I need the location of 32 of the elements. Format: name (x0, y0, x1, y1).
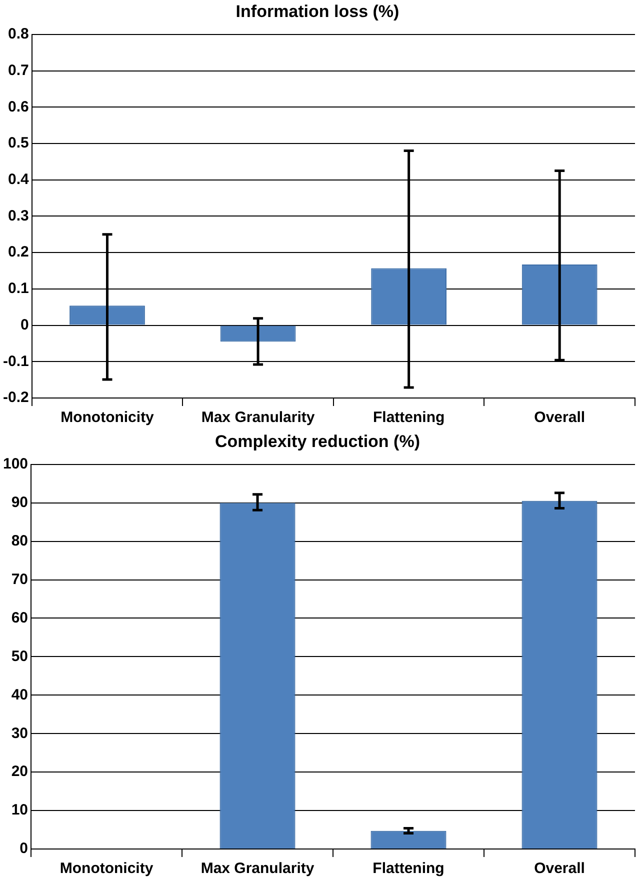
x-tick-label: Monotonicity (60, 409, 155, 426)
y-tick-label: 0.7 (8, 62, 29, 79)
x-tick-label: Flattening (372, 860, 444, 878)
chart-title: Complexity reduction (%) (215, 432, 420, 451)
y-tick-label: 100 (2, 456, 28, 473)
x-tick-label: Overall (534, 860, 585, 878)
y-tick-label: 0.5 (8, 134, 29, 152)
x-tick-label: Flattening (372, 409, 445, 426)
y-tick-label: 40 (11, 686, 28, 704)
y-tick-label: 20 (11, 763, 28, 780)
x-tick-label: Max Granularity (201, 409, 316, 426)
y-tick-label: 50 (11, 648, 28, 665)
chart-title: Information loss (%) (236, 2, 400, 21)
y-tick-label: 0.8 (8, 26, 29, 43)
y-tick-label: 80 (11, 532, 28, 550)
y-tick-label: 90 (11, 494, 28, 511)
y-tick-label: -0.2 (2, 389, 29, 406)
y-tick-label: 10 (11, 802, 28, 819)
x-tick-label: Monotonicity (60, 860, 154, 878)
y-tick-label: -0.1 (2, 352, 29, 370)
x-tick-label: Overall (534, 409, 586, 426)
y-tick-label: 0.3 (8, 207, 29, 224)
x-tick-label: Max Granularity (200, 860, 315, 878)
y-tick-label: 30 (11, 724, 28, 742)
y-tick-label: 60 (11, 609, 28, 626)
y-tick-label: 0 (20, 316, 29, 334)
y-tick-label: 0 (20, 840, 28, 858)
y-tick-label: 0.1 (8, 280, 29, 298)
y-tick-label: 0.2 (8, 244, 29, 261)
y-tick-label: 70 (11, 570, 28, 588)
y-tick-label: 0.4 (8, 170, 30, 188)
y-tick-label: 0.6 (8, 98, 29, 116)
